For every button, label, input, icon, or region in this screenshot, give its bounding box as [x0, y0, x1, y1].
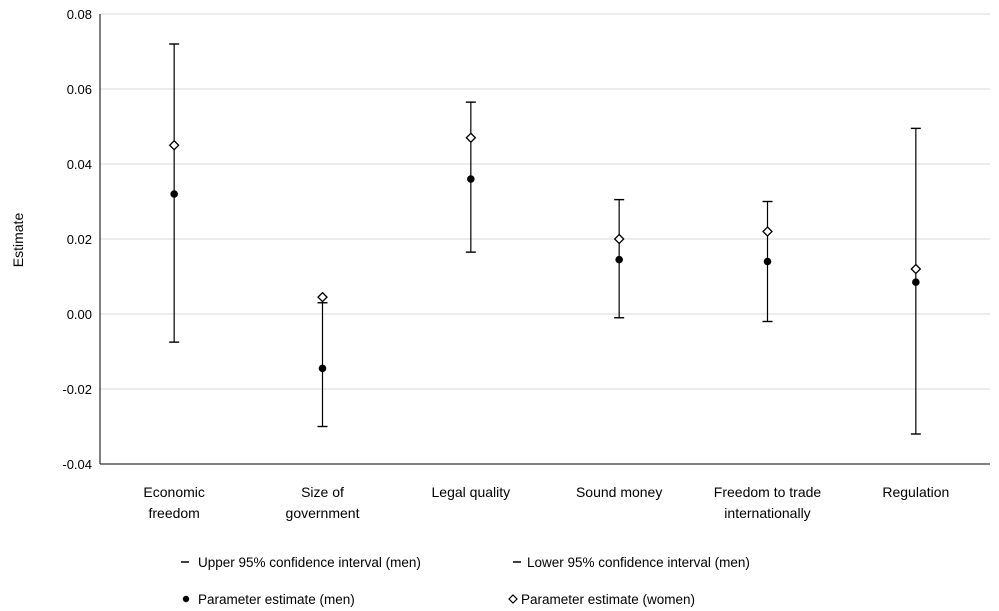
legend-lower-label: Lower 95% confidence interval (men) [527, 555, 750, 570]
y-tick-label: 0.08 [67, 7, 92, 22]
point-men [763, 257, 772, 266]
point-men [170, 190, 178, 198]
point-women [910, 263, 922, 275]
x-category-labels: Economic freedom Size of government Legal qu… [143, 484, 949, 521]
legend-men-label: Parameter estimate (men) [198, 592, 355, 607]
data-marks [168, 43, 922, 435]
y-tick-label: 0.06 [67, 82, 92, 97]
point-men [615, 255, 623, 264]
y-tick-label: 0.00 [67, 307, 92, 322]
y-tick-label: -0.02 [62, 382, 92, 397]
point-women [613, 233, 625, 245]
legend: Upper 95% confidence interval (men) Lowe… [181, 555, 750, 607]
legend-women-label: Parameter estimate (women) [521, 592, 695, 607]
legend-upper-label: Upper 95% confidence interval (men) [198, 555, 421, 570]
legend-men-marker [182, 595, 190, 603]
x-category-label: Size of government [286, 484, 360, 521]
y-tick-labels: 0.08 0.06 0.04 0.02 0.00 -0.02 -0.04 [62, 7, 92, 472]
gridlines [100, 13, 990, 390]
point-women [762, 226, 773, 237]
legend-women-marker [508, 594, 518, 604]
point-men [912, 278, 920, 286]
y-tick-label: -0.04 [62, 457, 92, 472]
point-women [317, 291, 328, 303]
point-women [168, 139, 180, 151]
y-axis-title: Estimate [10, 213, 26, 268]
x-category-label: Legal quality [432, 484, 511, 500]
point-men [467, 175, 475, 183]
x-category-label: Economic freedom [143, 484, 204, 521]
point-men [318, 364, 327, 373]
x-category-label: Freedom to trade internationally [714, 484, 822, 521]
y-tick-label: 0.02 [67, 232, 92, 247]
point-women [465, 132, 477, 144]
x-category-label: Regulation [882, 484, 949, 500]
y-tick-label: 0.04 [67, 157, 92, 172]
axes [99, 14, 990, 465]
x-category-label: Sound money [576, 484, 662, 500]
